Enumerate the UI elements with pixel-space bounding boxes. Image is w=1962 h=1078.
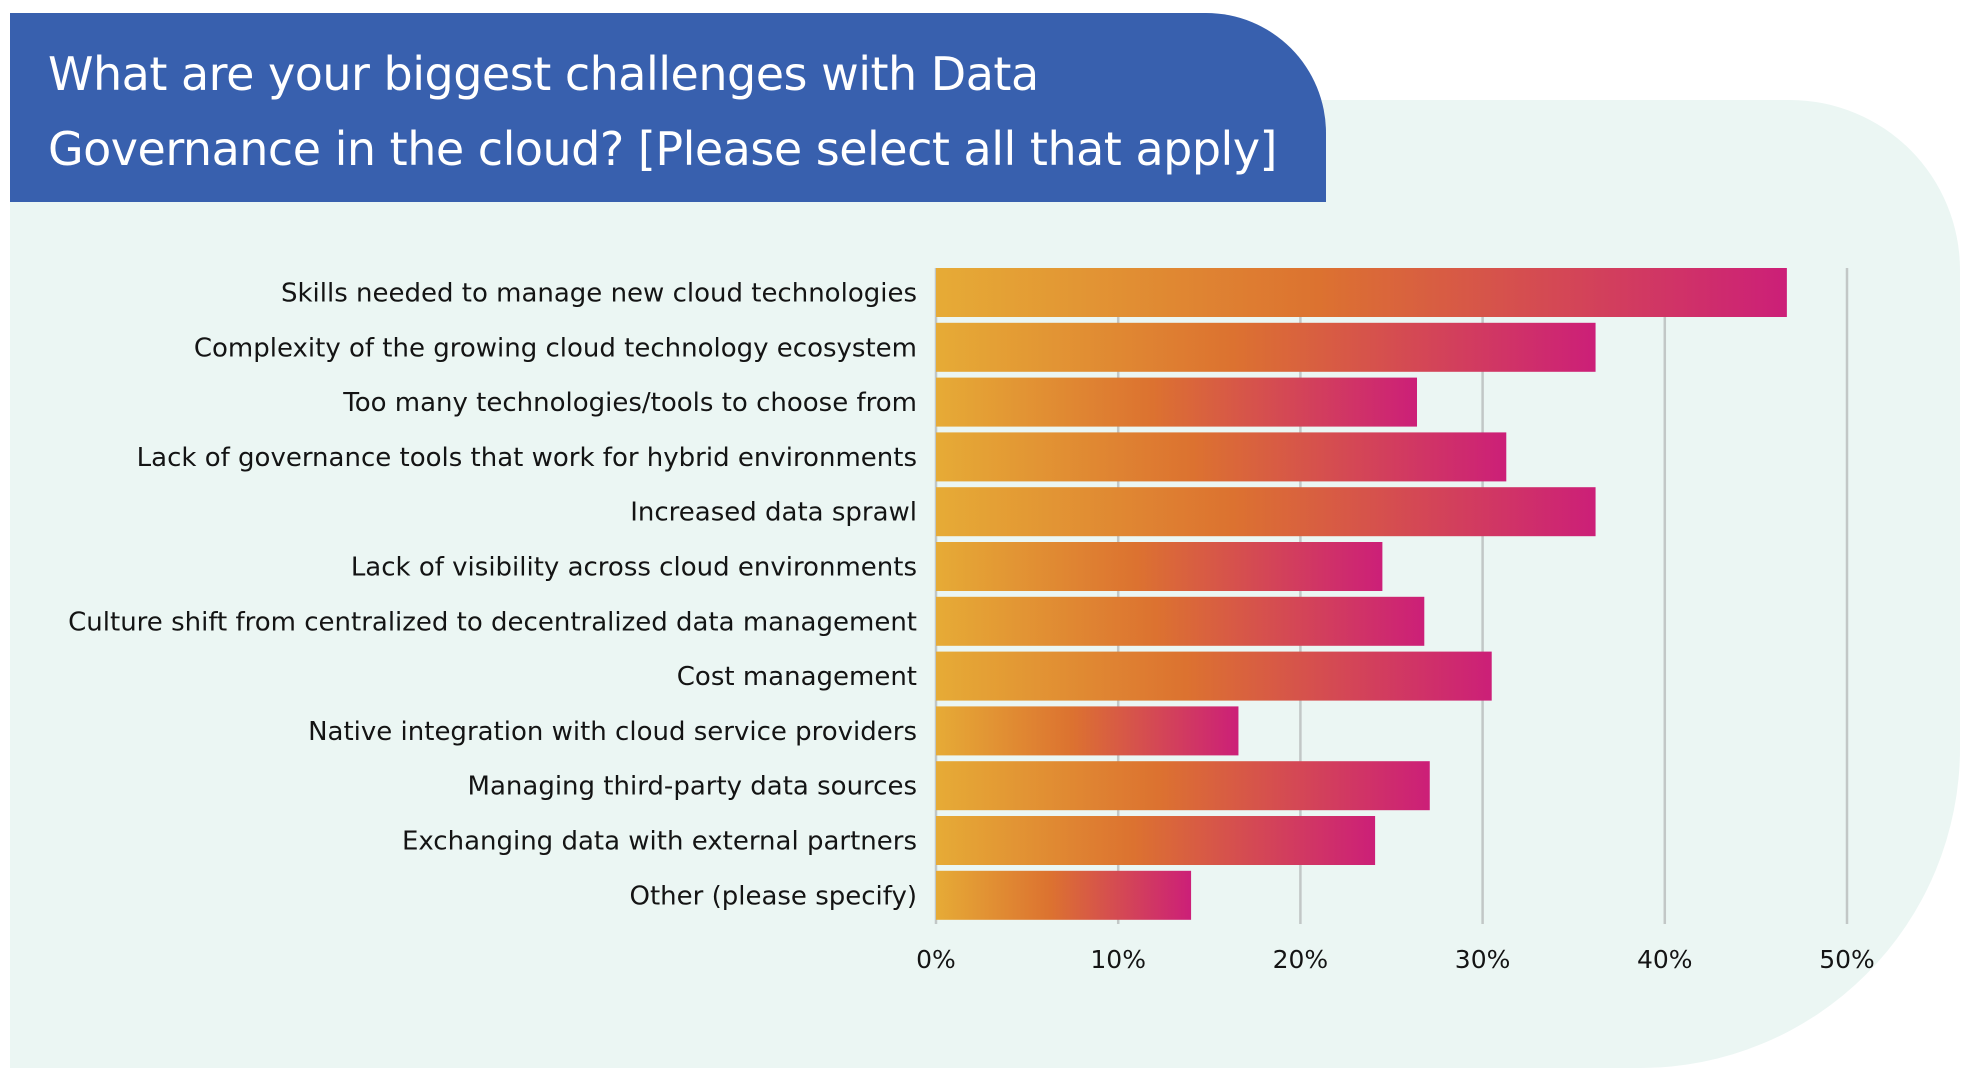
x-tick-label: 10% [1090,945,1146,974]
category-label: Culture shift from centralized to decent… [68,607,917,637]
bar [936,377,1418,427]
bars [936,268,1787,920]
bar [936,651,1492,701]
category-label: Lack of visibility across cloud environm… [351,553,917,583]
category-label: Other (please specify) [630,881,918,911]
bar [936,487,1596,537]
x-tick-label: 50% [1819,945,1875,974]
chart-header: What are your biggest challenges with Da… [10,13,1326,202]
bar [936,870,1192,920]
x-tick-label: 20% [1273,945,1329,974]
category-label: Complexity of the growing cloud technolo… [194,333,917,363]
x-axis-ticks: 0% 10% 20% 30% 40% 50% [916,945,1875,974]
category-label: Increased data sprawl [630,498,917,528]
x-tick-label: 40% [1637,945,1693,974]
category-label: Lack of governance tools that work for h… [137,443,917,473]
bar [936,432,1507,482]
category-label: Skills needed to manage new cloud techno… [281,279,917,309]
bar [936,761,1430,811]
category-label: Cost management [677,662,917,692]
gridlines [934,268,1849,924]
bar [936,816,1376,865]
category-label: Native integration with cloud service pr… [308,717,917,747]
bar [936,268,1787,317]
bar [936,706,1239,756]
chart-title: What are your biggest challenges with Da… [48,47,1278,176]
category-label: Managing third-party data sources [468,772,917,802]
category-label: Exchanging data with external partners [402,827,917,857]
bar [936,322,1596,372]
bar [936,596,1425,646]
x-tick-label: 0% [916,945,956,974]
category-label: Too many technologies/tools to choose fr… [342,388,917,418]
bar [936,542,1383,591]
x-tick-label: 30% [1455,945,1511,974]
category-labels: Skills needed to manage new cloud techno… [68,279,917,912]
